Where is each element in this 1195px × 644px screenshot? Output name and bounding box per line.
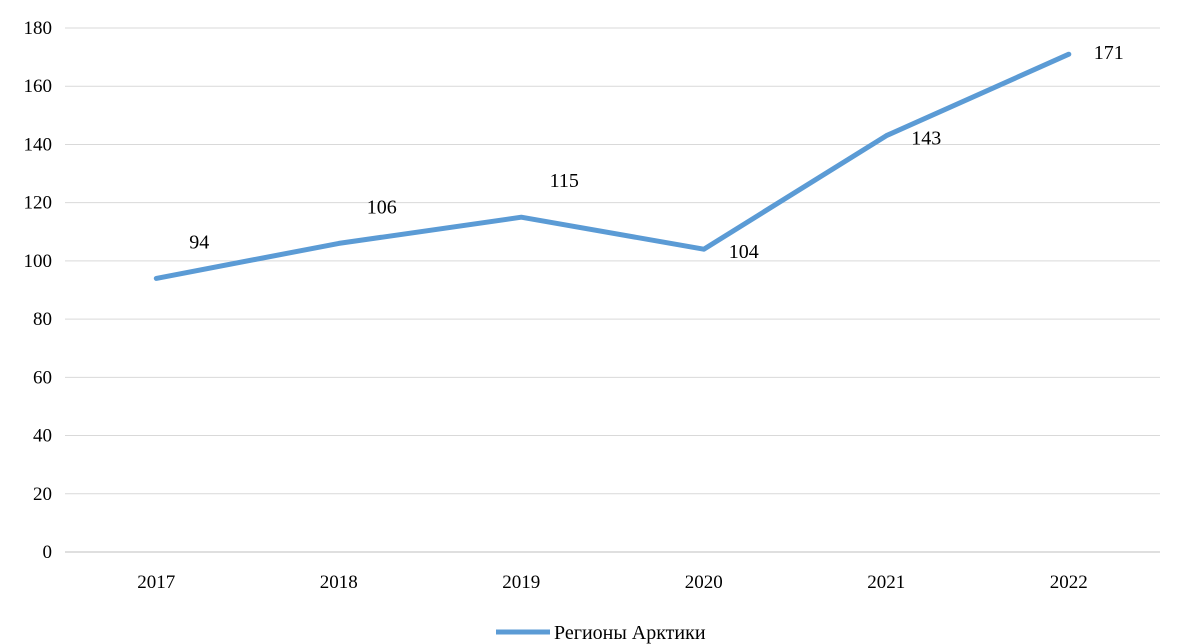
y-axis-tick-labels: 0 20 40 60 80 100 120 140 160 180 [24,18,53,563]
data-label: 143 [911,128,941,150]
series-lines [153,51,1072,281]
legend-label: Регионы Арктики [554,622,706,644]
x-tick-label: 2022 [1050,572,1088,593]
y-tick-label: 100 [24,251,53,272]
y-tick-label: 140 [24,134,53,155]
y-tick-label: 40 [33,426,52,447]
y-tick-label: 0 [43,542,53,563]
x-tick-label: 2018 [320,572,358,593]
x-tick-label: 2020 [685,572,723,593]
series-line [153,51,1072,281]
data-labels: 94 106 115 104 143 171 [189,42,1124,263]
data-label: 171 [1094,42,1124,64]
x-tick-label: 2021 [867,572,905,593]
y-tick-label: 180 [24,18,53,39]
y-tick-label: 120 [24,193,53,214]
y-tick-label: 160 [24,76,53,97]
x-axis-tick-labels: 2017 2018 2019 2020 2021 2022 [137,572,1088,593]
x-tick-label: 2019 [502,572,540,593]
gridlines [65,27,1160,553]
y-tick-label: 20 [33,484,52,505]
y-tick-label: 80 [33,309,52,330]
legend: Регионы Арктики [496,622,706,644]
data-label: 106 [367,196,397,218]
data-label: 94 [189,231,209,253]
data-label: 104 [729,241,759,263]
x-tick-label: 2017 [137,572,175,593]
y-tick-label: 60 [33,367,52,388]
data-label: 115 [550,170,579,192]
